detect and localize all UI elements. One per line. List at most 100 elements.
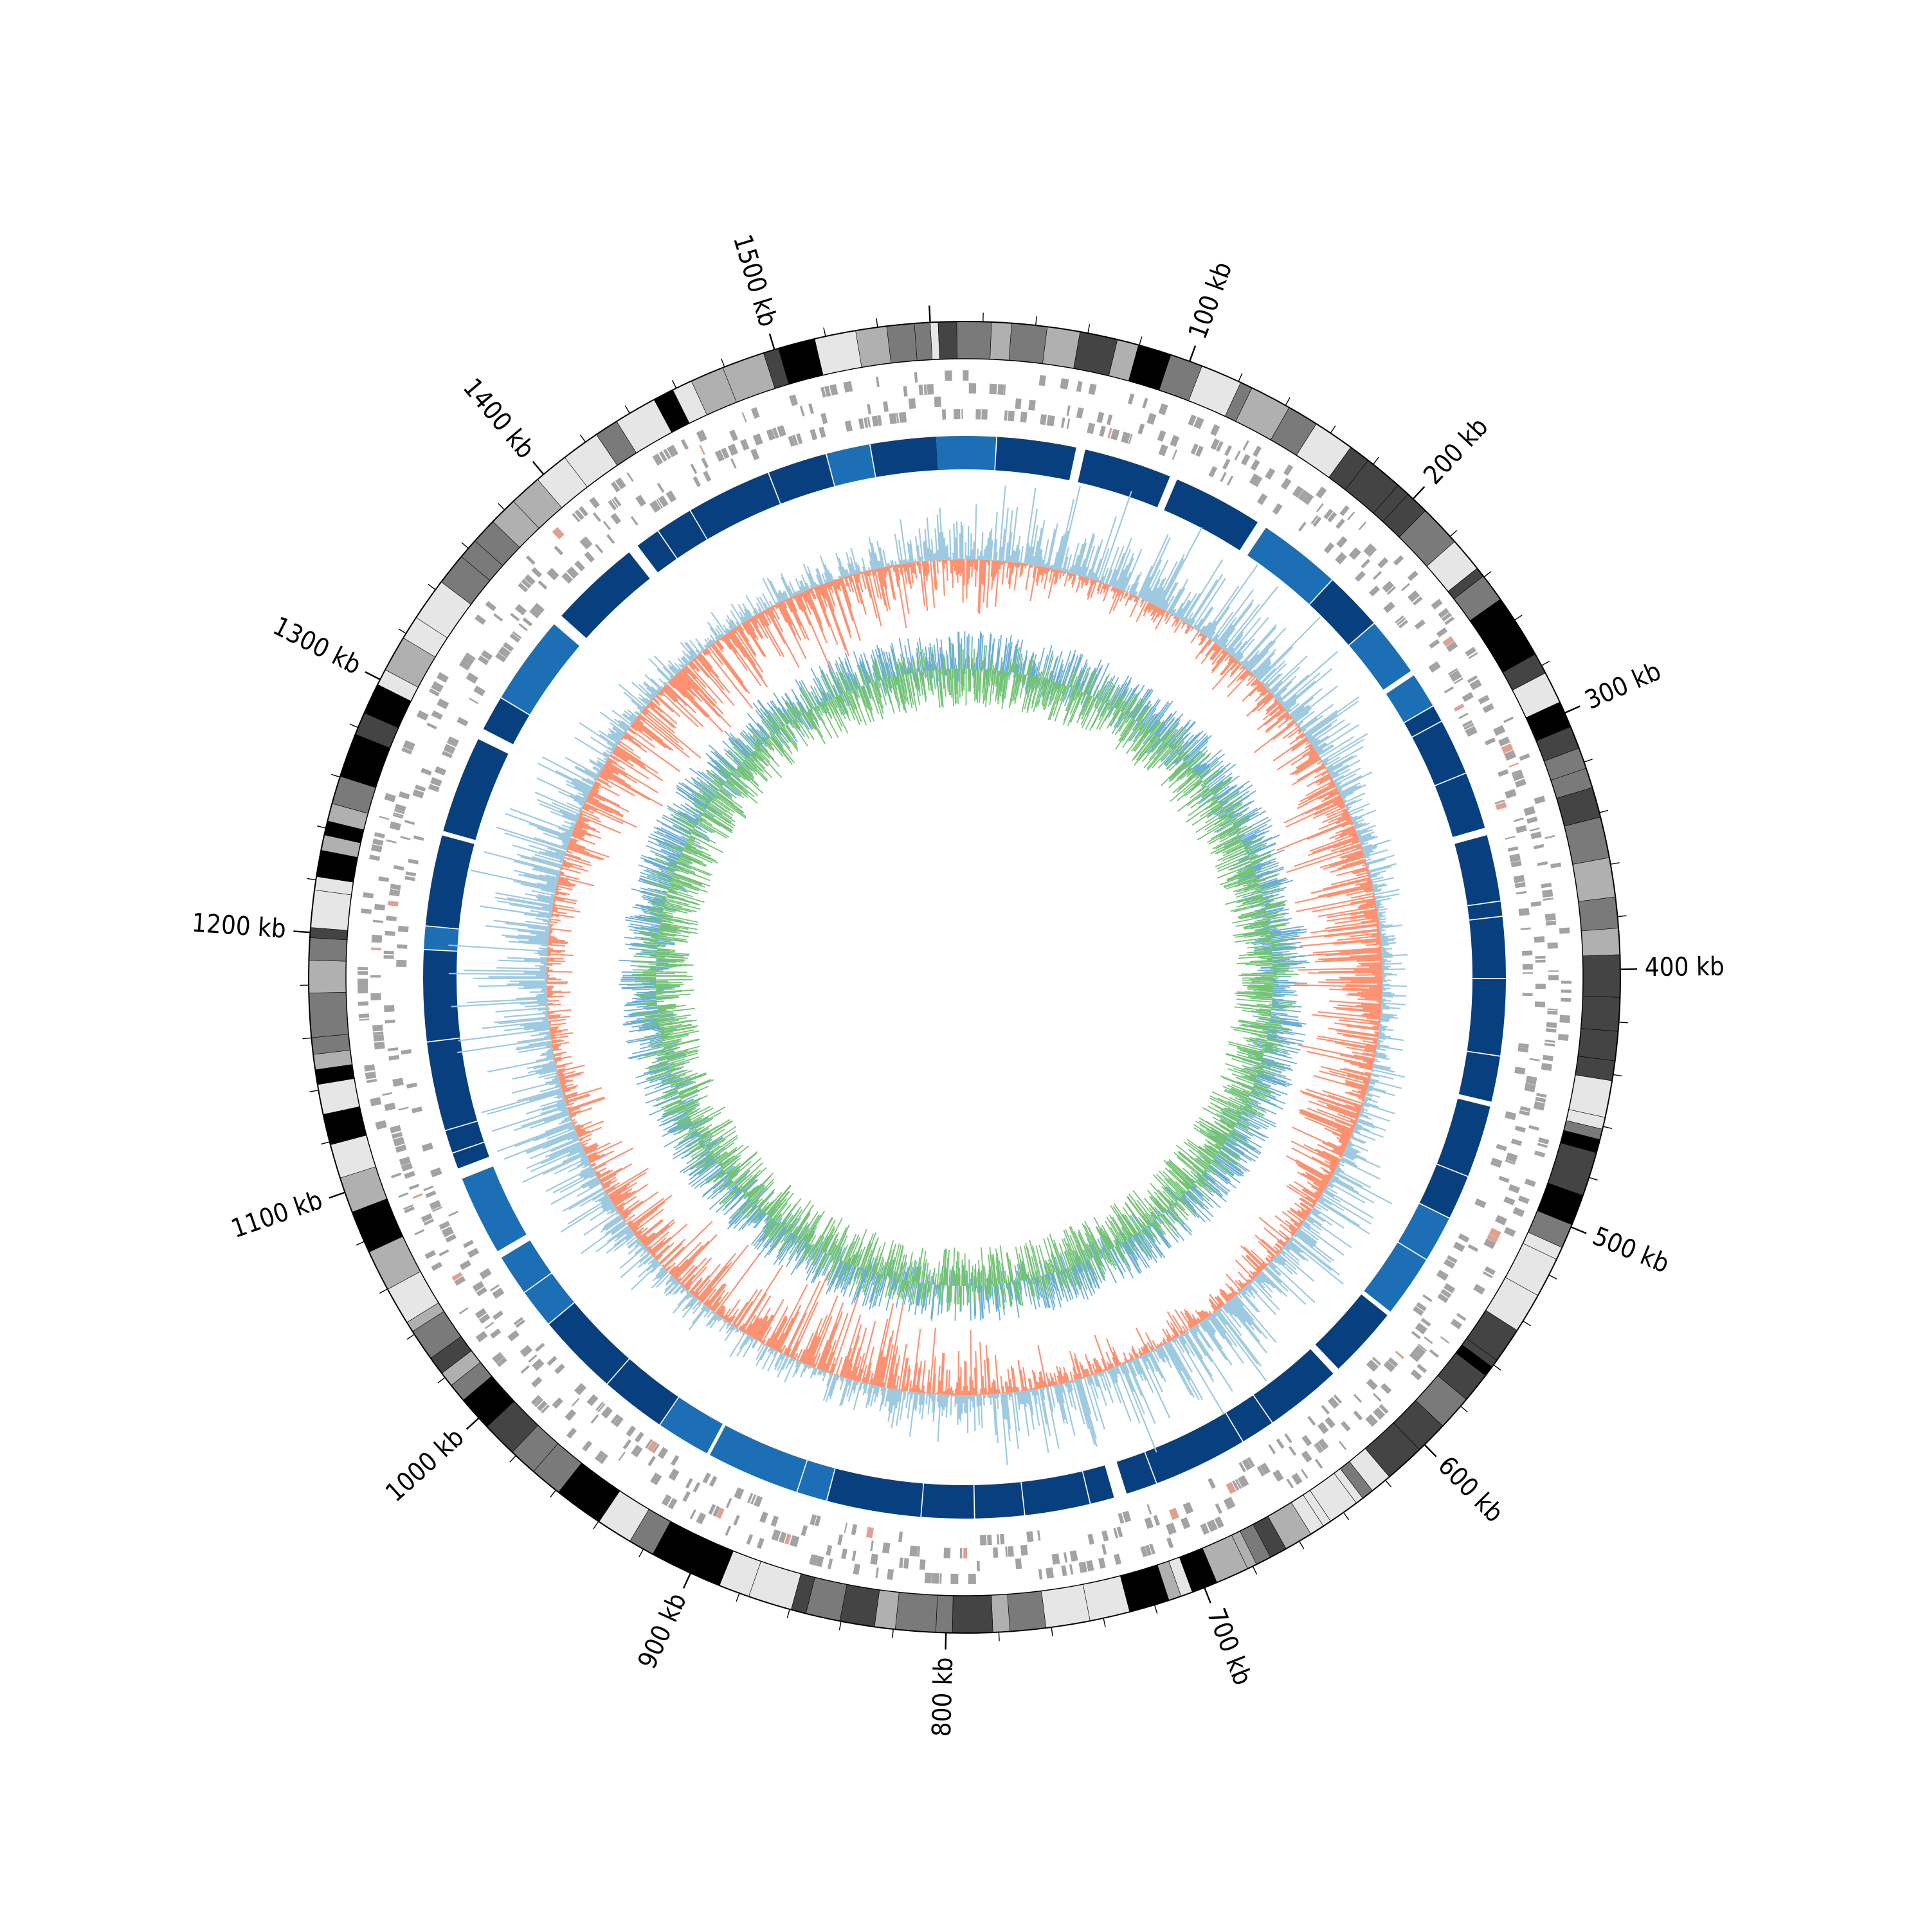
gene-feature — [725, 1526, 731, 1536]
ideogram-band — [1008, 1591, 1046, 1632]
gene-feature — [1070, 1550, 1078, 1562]
gene-feature — [371, 844, 383, 853]
gene-feature — [532, 1359, 544, 1371]
gene-feature — [507, 1330, 520, 1342]
gene-feature — [385, 931, 395, 936]
gene-feature — [691, 464, 698, 474]
gene-feature — [1559, 928, 1570, 934]
gene-feature — [626, 472, 633, 482]
gene-feature — [899, 412, 907, 423]
gene-feature — [648, 1456, 656, 1467]
gene-feature — [586, 1395, 598, 1407]
scale-label: 1500 kb — [727, 231, 783, 330]
minor-tick — [1599, 810, 1608, 813]
gene-feature — [1505, 836, 1516, 840]
minor-tick — [736, 1593, 739, 1602]
gene-feature — [459, 1307, 469, 1314]
major-tick — [533, 462, 544, 474]
gene-feature — [1393, 555, 1404, 566]
gene-feature — [1444, 687, 1454, 694]
gene-feature — [1514, 818, 1524, 822]
major-tick — [1204, 1587, 1211, 1603]
gene-feature — [1429, 662, 1441, 673]
gene-feature — [1361, 559, 1370, 568]
gene-feature — [1336, 519, 1345, 529]
gene-feature — [1493, 725, 1505, 736]
gene-feature — [1170, 435, 1179, 447]
gene-feature — [1534, 1101, 1545, 1111]
ideogram-band — [311, 890, 352, 930]
gene-feature — [657, 483, 665, 493]
gene-feature — [1291, 1473, 1302, 1485]
gene-feature — [1424, 1337, 1433, 1344]
minor-tick — [550, 1490, 556, 1497]
gene-feature — [1499, 1176, 1510, 1183]
gene-feature — [867, 404, 871, 415]
gene-feature — [1142, 398, 1148, 409]
gene-feature — [1504, 1227, 1516, 1237]
ideogram-band — [1581, 997, 1620, 1032]
gene-feature — [1298, 522, 1307, 532]
block-segment — [1469, 917, 1506, 978]
gene-feature — [808, 403, 814, 414]
gene-feature — [1431, 599, 1443, 609]
ideogram-band — [957, 321, 992, 359]
ideogram-band — [1009, 323, 1047, 364]
minor-tick — [1514, 615, 1522, 620]
gene-feature — [390, 821, 401, 831]
gene-feature — [430, 1168, 442, 1178]
gene-feature — [1355, 571, 1366, 582]
gene-feature — [593, 512, 601, 522]
gene-feature — [523, 617, 533, 626]
gene-feature — [1530, 831, 1542, 839]
gene-feature — [1107, 414, 1112, 425]
gene-feature — [386, 916, 397, 921]
gene-feature — [372, 1025, 383, 1032]
gene-feature — [1008, 411, 1015, 422]
scale-label: 800 kb — [927, 1657, 959, 1737]
gene-feature — [690, 1509, 696, 1519]
gene-feature — [1383, 602, 1395, 613]
gene-feature — [1265, 468, 1275, 480]
gene-feature — [1417, 1364, 1427, 1373]
gene-feature — [1243, 440, 1249, 451]
gene-feature — [408, 859, 419, 865]
gene-feature — [1436, 627, 1448, 638]
minor-tick — [639, 1549, 644, 1557]
gene-feature — [554, 1364, 565, 1375]
minor-tick — [321, 1142, 330, 1144]
block-segment — [710, 1425, 807, 1492]
major-tick — [1571, 1227, 1586, 1233]
gene-feature — [1224, 446, 1232, 456]
gene-feature — [841, 1548, 847, 1559]
gene-feature — [919, 384, 923, 395]
gene-feature — [800, 406, 805, 416]
gene-feature — [437, 698, 449, 709]
gene-feature — [566, 1428, 577, 1439]
gene-feature — [829, 384, 838, 395]
gene-feature — [435, 766, 446, 776]
gene-feature — [595, 544, 603, 554]
gene-feature — [1210, 424, 1220, 436]
gene-feature — [771, 1515, 779, 1527]
gene-feature — [981, 409, 988, 419]
gene-feature — [734, 1487, 744, 1499]
gene-feature — [358, 1001, 368, 1006]
gene-feature — [1123, 1511, 1132, 1522]
minor-tick — [379, 1289, 387, 1294]
gene-feature — [1015, 399, 1022, 410]
gene-feature — [1067, 406, 1071, 416]
gene-feature — [1458, 713, 1469, 719]
gene-feature — [421, 768, 431, 775]
gene-feature — [413, 835, 424, 841]
gene-feature — [837, 1535, 843, 1546]
minor-tick — [1155, 1605, 1157, 1613]
gene-feature — [369, 854, 380, 861]
gene-feature — [1154, 1515, 1161, 1526]
gene-feature — [384, 951, 394, 955]
scale-label: 600 kb — [1432, 1451, 1509, 1529]
gene-feature — [1544, 1043, 1555, 1047]
gene-feature — [422, 1142, 433, 1151]
gene-feature — [1541, 1063, 1552, 1071]
gene-feature — [1547, 1011, 1557, 1015]
